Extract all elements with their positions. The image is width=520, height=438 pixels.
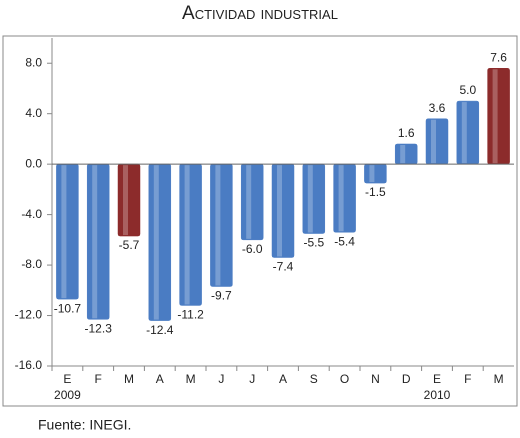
x-tick-label: M [494, 372, 504, 386]
bar [271, 163, 295, 258]
bar-shine [123, 165, 128, 236]
bar-shine [431, 119, 436, 164]
bar [364, 163, 387, 184]
data-label: -5.5 [303, 236, 324, 250]
bar-shine [400, 144, 406, 164]
bar [394, 143, 418, 165]
bar [86, 163, 110, 320]
chart-title: Actividad industrial [182, 3, 338, 24]
data-label: 1.6 [398, 126, 415, 140]
bar-shine [153, 165, 159, 320]
bar [487, 68, 510, 165]
data-label: -10.7 [54, 301, 82, 315]
data-label: -9.7 [211, 289, 232, 303]
bar [333, 163, 356, 233]
data-label: 5.0 [459, 83, 476, 97]
bar-shine [369, 165, 375, 183]
y-tick-label: -16.0 [15, 358, 43, 372]
bar [240, 163, 264, 241]
bar [56, 163, 79, 300]
data-label: -11.2 [177, 308, 204, 322]
bar-shine [61, 165, 67, 299]
bar-shine [215, 165, 221, 286]
chart-frame [2, 35, 518, 407]
data-label: -1.5 [365, 185, 386, 199]
year-label: 2010 [424, 388, 451, 402]
year-label: 2009 [54, 388, 81, 402]
data-label: -7.4 [273, 260, 294, 274]
source: Fuente: INEGI. [38, 417, 131, 433]
x-tick-label: J [218, 372, 224, 386]
bar-shine [246, 165, 252, 239]
y-tick-label: -12.0 [15, 308, 43, 322]
data-label: -12.3 [85, 321, 113, 335]
bar [302, 163, 326, 234]
data-label: -5.4 [334, 234, 355, 248]
bar-shine [307, 165, 313, 233]
data-label: -5.7 [119, 238, 140, 252]
x-tick-label: M [186, 372, 196, 386]
x-tick-label: F [464, 372, 471, 386]
data-label: -6.0 [242, 242, 263, 256]
bar [117, 163, 141, 237]
x-tick-label: O [340, 372, 349, 386]
x-tick-label: S [310, 372, 318, 386]
x-tick-label: D [402, 372, 411, 386]
y-tick-label: -8.0 [21, 257, 42, 271]
x-tick-label: E [433, 372, 441, 386]
bar-shine [277, 165, 282, 257]
x-tick-label: J [249, 372, 255, 386]
x-tick-label: N [371, 372, 380, 386]
y-tick-label: 0.0 [25, 156, 42, 170]
data-label: -12.4 [146, 323, 174, 337]
x-tick-label: E [63, 372, 71, 386]
bar [210, 163, 233, 287]
y-tick-label: -4.0 [21, 207, 42, 221]
bar [179, 163, 202, 306]
bar [148, 163, 172, 321]
bar-shine [338, 165, 344, 232]
x-tick-label: A [156, 372, 164, 386]
bar [456, 100, 480, 165]
data-label: 7.6 [490, 50, 507, 64]
bar-shine [461, 102, 467, 164]
bar-shine [92, 165, 98, 319]
x-tick-label: F [95, 372, 102, 386]
bar-shine [184, 165, 190, 305]
data-label: 3.6 [429, 101, 446, 115]
y-tick-label: 8.0 [25, 55, 42, 69]
x-tick-label: A [279, 372, 287, 386]
x-tick-label: M [124, 372, 134, 386]
bar-shine [492, 69, 498, 164]
y-tick-label: 4.0 [25, 106, 42, 120]
bar [425, 118, 449, 165]
